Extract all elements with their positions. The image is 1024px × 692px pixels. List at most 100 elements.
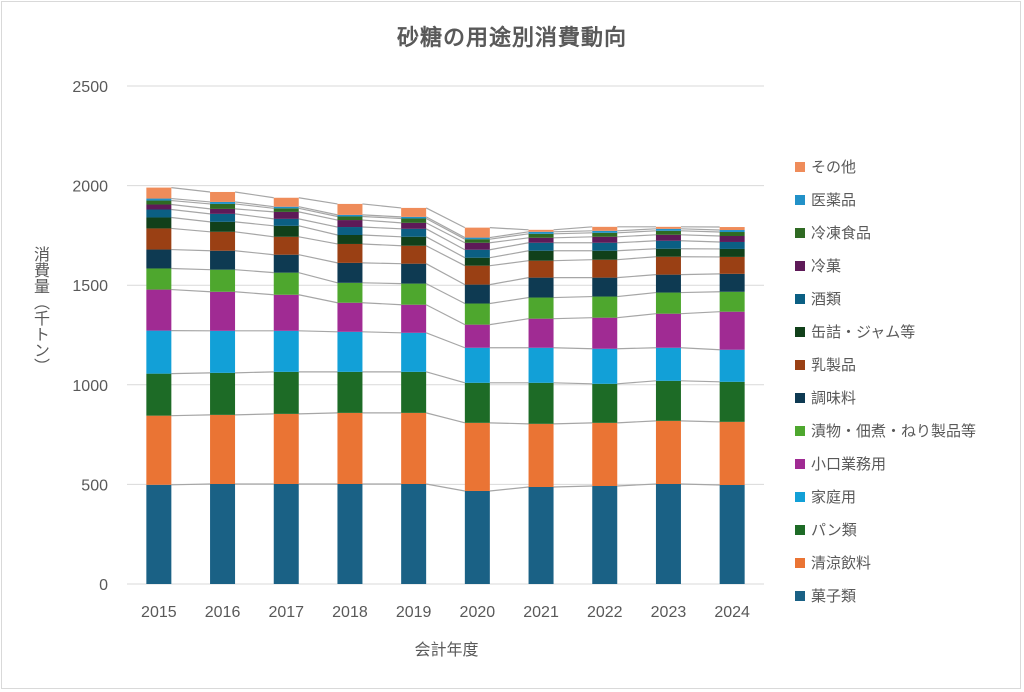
bar-segment — [464, 239, 490, 243]
series-line — [362, 243, 402, 247]
series-line — [362, 219, 402, 224]
bar-segment — [210, 330, 236, 373]
series-line — [234, 191, 274, 199]
bar-segment — [401, 304, 427, 333]
bar-segment — [337, 302, 363, 332]
bar-segment — [210, 213, 236, 222]
legend-item: 清涼飲料 — [795, 546, 976, 579]
legend-swatch — [795, 326, 805, 337]
bar-segment — [146, 187, 172, 199]
series-line — [553, 485, 593, 488]
bar-segment — [655, 226, 681, 229]
series-line — [425, 263, 466, 286]
bar-segment — [337, 235, 363, 244]
series-line — [553, 259, 593, 262]
legend-label: 缶詰・ジャム等 — [811, 323, 916, 341]
legend-item: 缶詰・ジャム等 — [795, 315, 976, 348]
bar-segment — [464, 490, 490, 584]
x-tick-label: 2022 — [587, 604, 623, 621]
series-line — [298, 294, 338, 304]
series-line — [489, 233, 529, 240]
series-line — [680, 273, 720, 276]
series-line — [617, 228, 656, 232]
series-line — [553, 317, 593, 320]
bar-segment — [337, 262, 363, 283]
bar-segment — [528, 250, 554, 261]
series-line — [362, 226, 402, 230]
series-line — [171, 203, 211, 210]
series-line — [298, 272, 338, 284]
series-line — [680, 230, 720, 233]
bar-segment — [210, 203, 236, 209]
bar-segment — [401, 245, 427, 264]
bar-segment — [146, 484, 172, 584]
bar-segment — [655, 228, 681, 231]
legend: その他 医薬品 冷凍食品 冷菓 酒類 缶詰・ジャム等 乳製品 調味料 漬物・佃煮・ねり製品等 小口… — [795, 150, 976, 612]
bar-segment — [719, 381, 745, 422]
bar-segment — [273, 254, 299, 273]
series-line — [234, 213, 274, 220]
bar-segment — [592, 348, 618, 384]
series-line — [425, 217, 466, 240]
bar-segment — [528, 229, 554, 232]
series-line — [617, 230, 656, 234]
bar-segment — [146, 249, 172, 269]
bar-segment — [592, 242, 618, 251]
legend-label: その他 — [811, 158, 857, 176]
series-line — [298, 218, 338, 228]
legend-item: 冷菓 — [795, 249, 976, 282]
bar-segment — [401, 332, 427, 372]
bar-segment — [273, 197, 299, 207]
bar-segment — [146, 228, 172, 250]
series-line — [362, 203, 402, 209]
legend-label: 医薬品 — [811, 191, 857, 209]
series-line — [489, 237, 529, 244]
bar-segment — [655, 292, 681, 314]
bar-segment — [210, 414, 236, 485]
series-line — [234, 250, 274, 256]
bar-segment — [592, 317, 618, 349]
series-line — [680, 420, 720, 423]
legend-swatch — [795, 524, 805, 535]
bar-segment — [592, 230, 618, 233]
bar-segment — [528, 242, 554, 251]
series-line — [425, 207, 466, 229]
series-line — [362, 282, 402, 285]
series-line — [235, 371, 274, 374]
x-tick-label: 2023 — [651, 604, 687, 621]
series-line — [680, 311, 720, 315]
series-line — [171, 248, 211, 252]
series-line — [362, 215, 402, 220]
bar-segment — [337, 412, 363, 485]
bar-segment — [273, 218, 299, 226]
series-line — [617, 347, 656, 350]
series-line — [680, 483, 720, 486]
bar-segment — [592, 250, 618, 260]
legend-label: 冷菓 — [811, 257, 842, 275]
series-line — [425, 371, 466, 384]
bar-segment — [655, 248, 681, 257]
bar-segment — [337, 203, 363, 215]
bar-segment — [464, 265, 490, 285]
bar-segment — [528, 423, 554, 487]
bar-segment — [719, 311, 745, 350]
bar-segment — [273, 413, 299, 485]
series-line — [425, 304, 466, 326]
x-tick-label: 2021 — [523, 604, 559, 621]
bar-segment — [401, 283, 427, 305]
bar-segment — [464, 303, 490, 325]
series-line — [617, 380, 656, 385]
bar-segment — [464, 249, 490, 258]
bar-segment — [592, 277, 618, 297]
bar-segment — [719, 241, 745, 249]
series-line — [680, 347, 720, 351]
series-line — [489, 486, 529, 492]
legend-item: 調味料 — [795, 381, 976, 414]
legend-item: パン類 — [795, 513, 976, 546]
x-tick-label: 2015 — [141, 604, 177, 621]
series-line — [553, 230, 593, 233]
bar-segment — [146, 198, 172, 201]
series-line — [171, 186, 211, 193]
y-tick-label: 500 — [81, 477, 108, 494]
bar-segment — [146, 268, 172, 290]
